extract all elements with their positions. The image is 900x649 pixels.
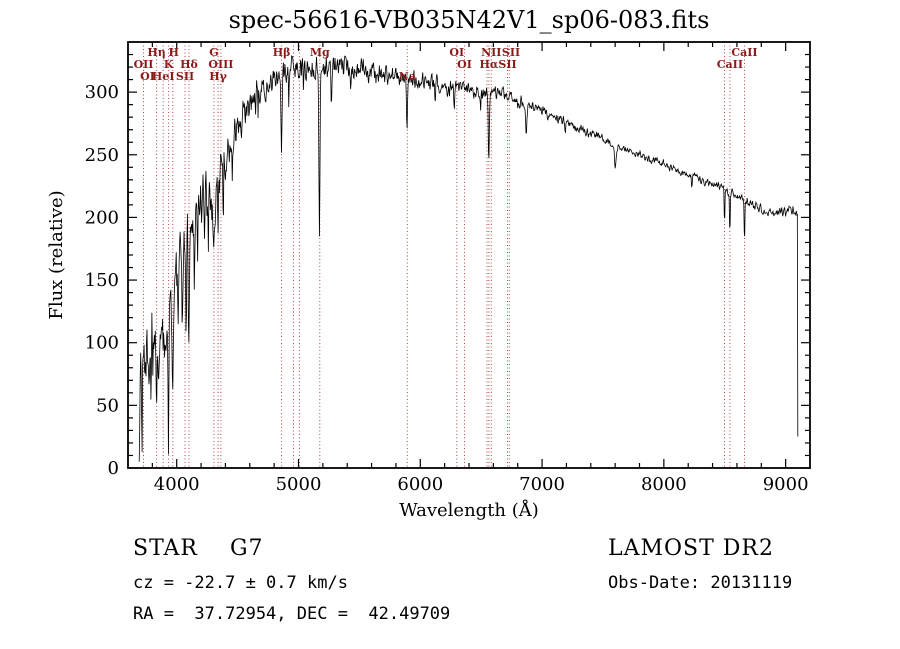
y-tick-label: 250 (85, 145, 119, 166)
axes-layer: 4000 5000 6000 7000 8000 9000 0 50 100 150 200 250 3… (85, 41, 811, 495)
x-tick-label: 4000 (154, 474, 200, 495)
radec-text: RA = 37.72954, DEC = 42.49709 (133, 604, 451, 624)
spectral-line-label: K (164, 58, 174, 71)
spectral-line-label: Mg (310, 46, 330, 59)
x-tick-label: 5000 (276, 474, 322, 495)
spectral-line-label: Na (399, 70, 416, 83)
spectral-line-label: CaII (717, 58, 743, 71)
spectral-line-label: Hβ (273, 46, 291, 59)
y-tick-label: 0 (108, 458, 119, 479)
x-tick-label: 9000 (763, 474, 809, 495)
chart-title: spec-56616-VB035N42V1_sp06-083.fits (229, 6, 710, 34)
spectral-line-label: OI (457, 58, 472, 71)
spectrum-chart: 4000 5000 6000 7000 8000 9000 0 50 100 150 200 250 3… (46, 6, 811, 521)
spectral-line-label: H (168, 46, 178, 59)
spectral-line-label: Hδ (180, 58, 198, 71)
y-tick-label: 200 (85, 207, 119, 228)
spectral-line-label: Hγ (209, 70, 227, 83)
spectral-line-label: OI (449, 46, 464, 59)
x-tick-label: 8000 (641, 474, 687, 495)
x-tick-label: 7000 (519, 474, 565, 495)
spectral-line-label: CaII (731, 46, 757, 59)
spectral-line-label: SII (502, 46, 520, 59)
spectral-line-label: HeI (152, 70, 175, 83)
spectral-line-label: G (209, 46, 218, 59)
spectral-line-label: Hα (479, 58, 498, 71)
spectral-line-label: OII (134, 58, 154, 71)
spectral-line-markers (143, 42, 745, 468)
spectral-line-label: OIII (208, 58, 233, 71)
y-tick-label: 150 (85, 270, 119, 291)
y-tick-label: 50 (96, 395, 119, 416)
y-tick-label: 300 (85, 82, 119, 103)
x-tick-label: 6000 (397, 474, 443, 495)
spectral-line-label: SII (498, 58, 516, 71)
spectral-line-label: NII (481, 46, 501, 59)
object-class-text: STAR G7 (133, 536, 264, 561)
y-tick-label: 100 (85, 333, 119, 354)
spectral-line-label: SII (176, 70, 194, 83)
spectrum-trace-layer (138, 55, 799, 462)
plot-frame (127, 41, 811, 469)
spectral-line-label: OI (140, 70, 155, 83)
spectral-line-label: Hη (147, 46, 165, 59)
x-axis-label: Wavelength (Å) (399, 499, 539, 521)
obs-date-text: Obs-Date: 20131119 (608, 573, 793, 593)
cz-text: cz = -22.7 ± 0.7 km/s (133, 573, 348, 593)
y-axis-label: Flux (relative) (46, 190, 67, 319)
spectrum-line (138, 55, 799, 462)
survey-text: LAMOST DR2 (608, 536, 774, 561)
